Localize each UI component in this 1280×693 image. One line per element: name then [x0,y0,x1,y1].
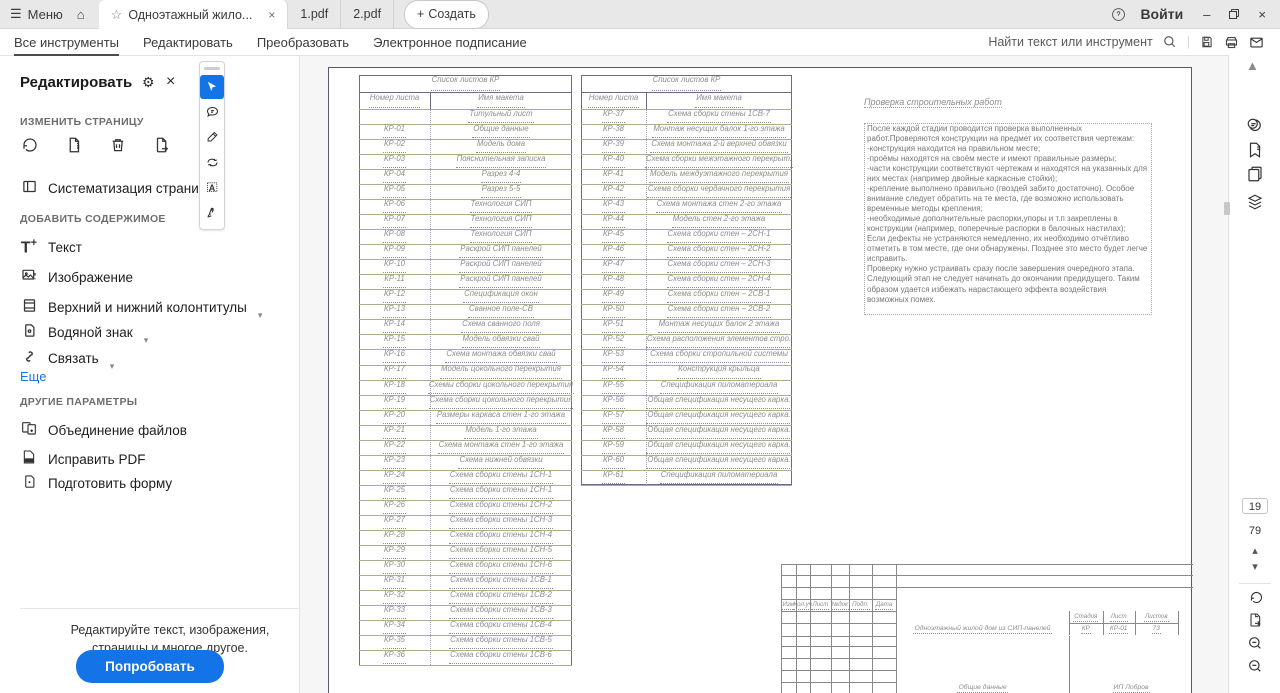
svg-text:PDF: PDF [25,458,32,462]
